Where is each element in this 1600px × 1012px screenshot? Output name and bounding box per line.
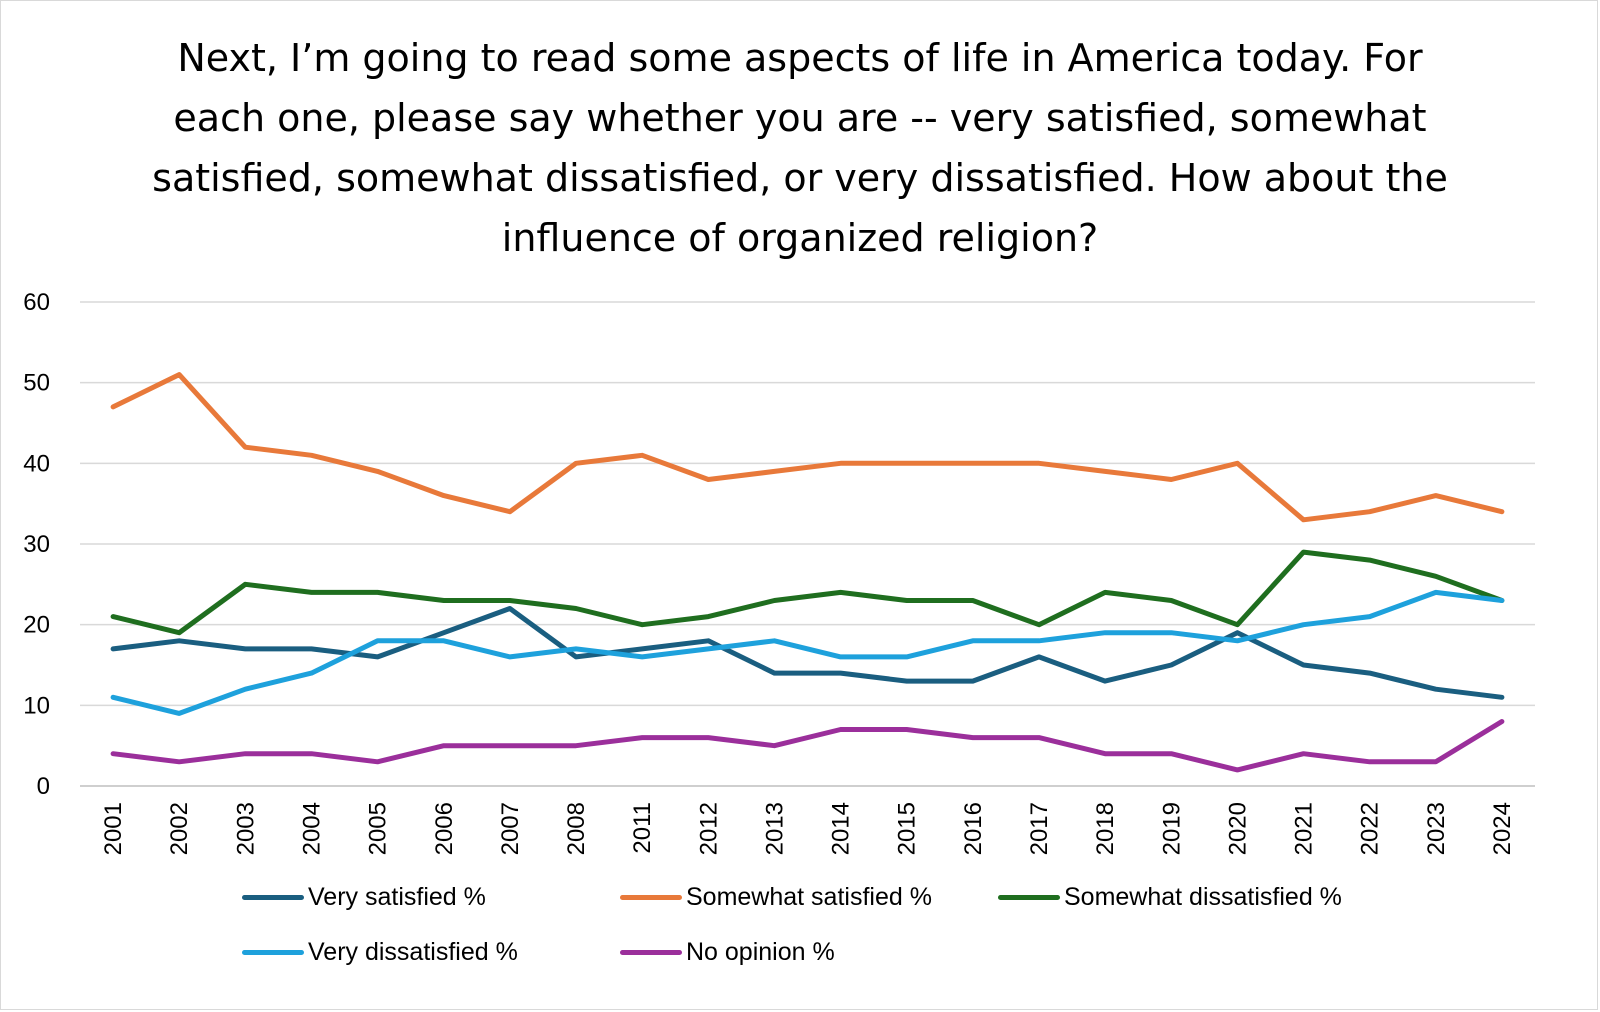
x-axis-ticks: 2001 2002 2003 2004 2005 2006 2007 2008 2011 2012… xyxy=(100,802,1516,855)
x-tick-label: 2016 xyxy=(960,802,987,855)
y-tick-label: 30 xyxy=(23,531,50,558)
y-axis-ticks: 0 10 20 30 40 50 60 xyxy=(23,289,50,800)
gridlines xyxy=(80,301,1535,787)
x-tick-label: 2011 xyxy=(629,802,656,854)
series-line-4 xyxy=(110,719,1505,773)
y-tick-label: 60 xyxy=(23,289,50,316)
x-tick-label: 2004 xyxy=(298,802,325,855)
y-tick-label: 40 xyxy=(23,450,50,477)
y-tick-label: 10 xyxy=(23,692,50,719)
series-line-0 xyxy=(110,606,1505,700)
x-tick-label: 2001 xyxy=(100,802,127,855)
x-tick-label: 2014 xyxy=(828,802,855,855)
x-tick-label: 2024 xyxy=(1489,802,1516,855)
x-tick-label: 2008 xyxy=(563,802,590,855)
series-line-1 xyxy=(110,372,1505,523)
x-tick-label: 2007 xyxy=(497,802,524,855)
series-lines xyxy=(110,372,1505,773)
x-tick-label: 2018 xyxy=(1092,802,1119,855)
x-tick-label: 2015 xyxy=(894,802,921,855)
x-tick-label: 2013 xyxy=(761,802,788,855)
y-tick-label: 20 xyxy=(23,612,50,639)
x-tick-label: 2023 xyxy=(1423,802,1450,855)
y-tick-label: 0 xyxy=(37,773,50,800)
x-tick-label: 2019 xyxy=(1158,802,1185,855)
x-tick-label: 2022 xyxy=(1357,802,1384,855)
x-tick-label: 2012 xyxy=(695,802,722,855)
series-line-2 xyxy=(110,549,1505,636)
x-tick-label: 2017 xyxy=(1026,802,1053,855)
y-tick-label: 50 xyxy=(23,370,50,397)
x-tick-label: 2021 xyxy=(1291,802,1318,855)
x-tick-label: 2020 xyxy=(1224,802,1251,855)
x-tick-label: 2006 xyxy=(431,802,458,855)
x-tick-label: 2003 xyxy=(232,802,259,855)
x-tick-label: 2002 xyxy=(166,802,193,855)
x-tick-label: 2005 xyxy=(365,802,392,855)
series-line-3 xyxy=(110,589,1505,716)
chart-title: Next, I’m going to read some aspects of … xyxy=(152,36,1448,260)
